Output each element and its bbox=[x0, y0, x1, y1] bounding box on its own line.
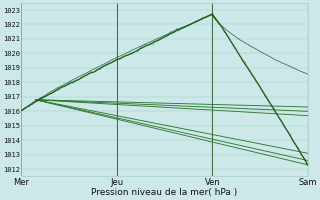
X-axis label: Pression niveau de la mer( hPa ): Pression niveau de la mer( hPa ) bbox=[92, 188, 238, 197]
